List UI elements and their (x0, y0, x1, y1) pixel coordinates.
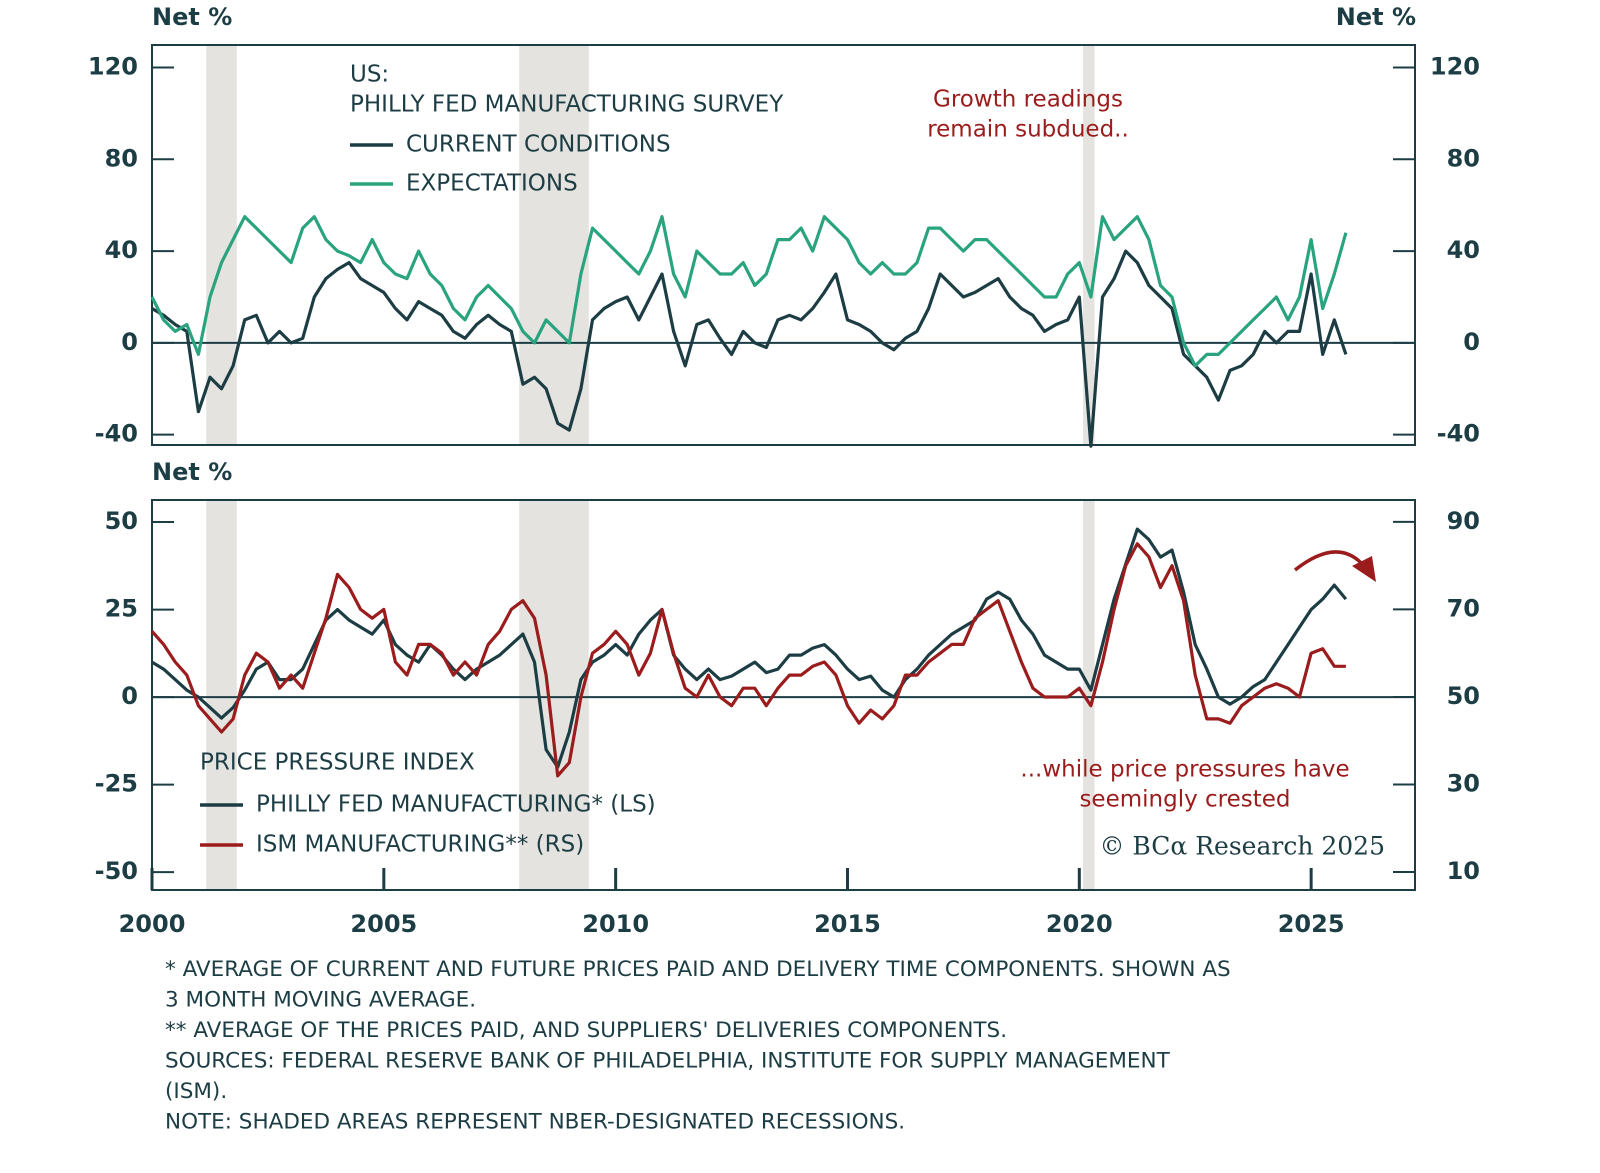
y-tick-label: 0 (121, 328, 138, 356)
footnote: (ISM). (165, 1079, 227, 1104)
y-tick-label: 40 (105, 236, 138, 264)
x-tick-label: 2005 (350, 910, 417, 938)
plot-frame (151, 499, 1416, 891)
recession-band (206, 45, 237, 445)
y2-tick-label: 120 (1430, 52, 1480, 80)
annotation: seemingly crested (1079, 787, 1290, 813)
y-tick-label: 25 (105, 595, 138, 623)
footnote: SOURCES: FEDERAL RESERVE BANK OF PHILADE… (165, 1049, 1171, 1074)
series-line (150, 215, 1348, 368)
plot-frame (151, 44, 1416, 446)
y-tick-label: 50 (105, 507, 138, 535)
y-tick-label: -40 (95, 420, 138, 448)
source-credit: © BCα Research 2025 (1099, 832, 1385, 861)
y2-tick-label: 10 (1447, 857, 1480, 885)
x-tick-label: 2015 (814, 910, 881, 938)
y-axis-label: Net % (152, 3, 232, 31)
y-tick-label: 0 (121, 682, 138, 710)
y2-tick-label: -40 (1437, 420, 1480, 448)
footnote: 3 MONTH MOVING AVERAGE. (165, 988, 476, 1013)
arrow-head (1352, 556, 1376, 582)
x-tick-label: 2020 (1046, 910, 1113, 938)
legend-title: US: (350, 62, 389, 88)
y2-tick-label: 80 (1447, 144, 1480, 172)
legend-label: EXPECTATIONS (406, 171, 578, 197)
footnote: * AVERAGE OF CURRENT AND FUTURE PRICES P… (165, 957, 1231, 982)
legend-label: ISM MANUFACTURING** (RS) (256, 832, 584, 858)
legend-title: PHILLY FED MANUFACTURING SURVEY (350, 92, 784, 118)
recession-band (1083, 45, 1095, 445)
y2-tick-label: 30 (1447, 770, 1480, 798)
legend-label: CURRENT CONDITIONS (406, 132, 671, 158)
x-tick-label: 2025 (1278, 910, 1345, 938)
footnote: ** AVERAGE OF THE PRICES PAID, AND SUPPL… (165, 1018, 1007, 1043)
y-tick-label: -25 (95, 770, 138, 798)
x-tick-label: 2000 (119, 910, 186, 938)
recession-band (206, 500, 237, 890)
series-line (150, 542, 1346, 778)
legend-title: PRICE PRESSURE INDEX (200, 750, 475, 776)
footnote: NOTE: SHADED AREAS REPRESENT NBER-DESIGN… (165, 1110, 905, 1135)
y-tick-label: -50 (95, 857, 138, 885)
x-tick-label: 2010 (582, 910, 649, 938)
y2-tick-label: 90 (1447, 507, 1480, 535)
y2-axis-label: Net % (1336, 3, 1416, 31)
series-line (151, 527, 1348, 769)
annotation: ...while price pressures have (1020, 757, 1349, 783)
y2-tick-label: 70 (1447, 594, 1480, 622)
y2-tick-label: 50 (1447, 682, 1480, 710)
y-axis-label: Net % (152, 458, 232, 486)
annotation: Growth readings (933, 87, 1123, 113)
arrow (1293, 550, 1366, 572)
y-tick-label: 80 (105, 144, 138, 172)
recession-band (1083, 500, 1095, 890)
annotation: remain subdued.. (927, 117, 1129, 143)
y2-tick-label: 0 (1463, 328, 1480, 356)
y2-tick-label: 40 (1447, 236, 1480, 264)
y-tick-label: 120 (88, 52, 138, 80)
series-line (151, 249, 1348, 448)
legend-label: PHILLY FED MANUFACTURING* (LS) (256, 792, 656, 818)
